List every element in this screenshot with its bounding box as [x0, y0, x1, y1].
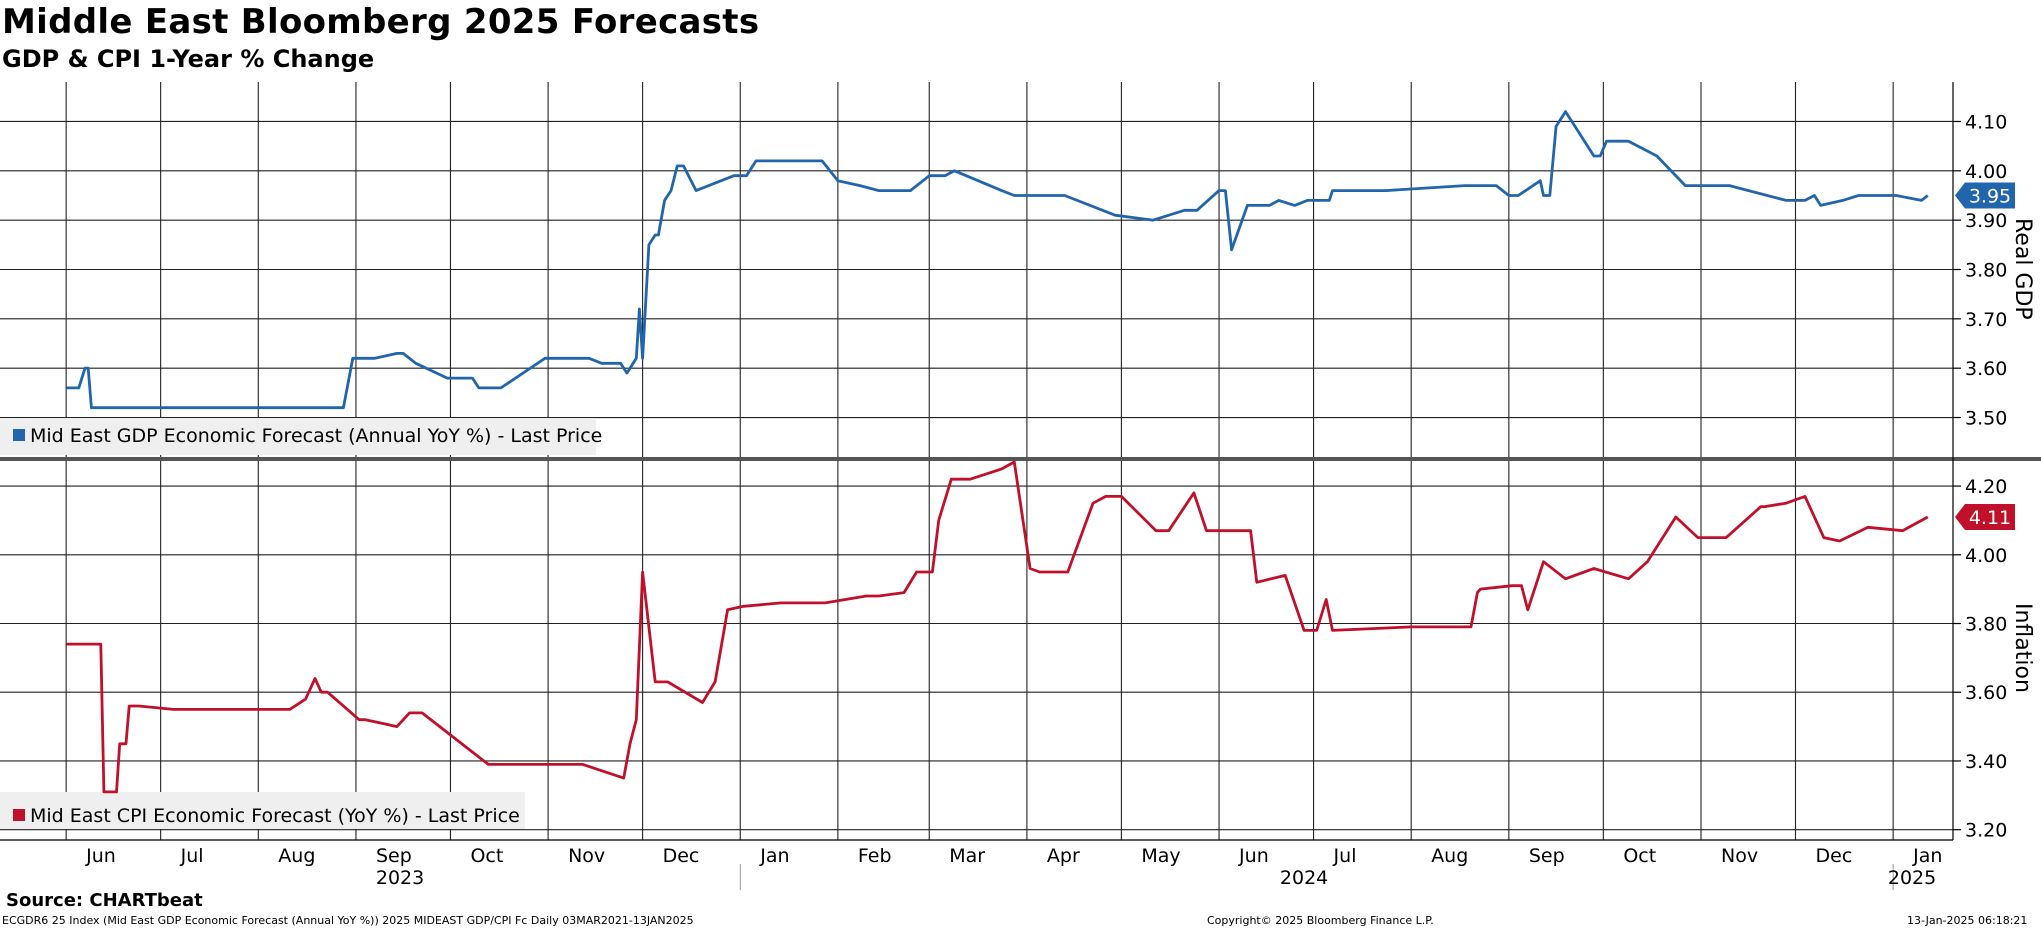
month-tick-label: Oct [1623, 845, 1656, 867]
cpi-axis-label: Inflation [2010, 603, 2035, 693]
cpi-tick-label: 4.20 [1965, 476, 2007, 498]
cpi-tick-label: 3.40 [1965, 751, 2007, 773]
month-tick-label: Jun [85, 845, 116, 867]
month-tick-label: Apr [1047, 845, 1080, 867]
cpi-legend: Mid East CPI Economic Forecast (YoY %) -… [0, 792, 525, 829]
month-tick-label: Nov [1721, 845, 1758, 867]
month-tick-label: May [1141, 845, 1180, 867]
cpi-panel-grid [0, 485, 1961, 831]
month-tick-label: Sep [376, 845, 412, 867]
year-tick-label: 2024 [1280, 867, 1328, 889]
timestamp: 13-Jan-2025 06:18:21 [1907, 914, 2028, 927]
chart-subtitle: GDP & CPI 1-Year % Change [2, 45, 375, 73]
month-tick-label: Aug [1431, 845, 1468, 867]
month-tick-label: Dec [663, 845, 700, 867]
cpi-series-line [66, 460, 1929, 794]
cpi-legend-swatch [13, 809, 25, 821]
month-tick-label: Oct [470, 845, 503, 867]
month-tick-label: Jan [1912, 845, 1942, 867]
month-tick-label: Sep [1529, 845, 1565, 867]
year-tick-label: 2025 [1888, 867, 1936, 889]
gdp-legend: Mid East GDP Economic Forecast (Annual Y… [0, 418, 602, 455]
gdp-tick-label: 3.50 [1965, 408, 2007, 430]
gdp-legend-label: Mid East GDP Economic Forecast (Annual Y… [30, 425, 602, 447]
gdp-series-line [66, 110, 1929, 410]
gdp-tick-label: 3.60 [1965, 358, 2007, 380]
gdp-axis-label: Real GDP [2010, 218, 2035, 320]
gdp-tick-label: 4.10 [1965, 111, 2007, 133]
gdp-legend-swatch [13, 429, 25, 441]
cpi-tick-label: 3.80 [1965, 614, 2007, 636]
gdp-last-value-text: 3.95 [1969, 185, 2011, 207]
year-tick-label: 2023 [376, 867, 424, 889]
gdp-tick-label: 4.00 [1965, 161, 2007, 183]
gdp-last-value-tag: 3.95 [1955, 182, 2015, 209]
cpi-tick-label: 4.00 [1965, 545, 2007, 567]
gdp-tick-label: 3.70 [1965, 309, 2007, 331]
month-tick-label: Jun [1238, 845, 1269, 867]
month-tick-label: Jul [1333, 845, 1357, 867]
ticker-metadata: ECGDR6 25 Index (Mid East GDP Economic F… [2, 914, 694, 927]
cpi-tick-label: 3.20 [1965, 820, 2007, 842]
month-tick-label: Jan [759, 845, 789, 867]
gdp-tick-label: 3.80 [1965, 260, 2007, 282]
copyright-note: Copyright© 2025 Bloomberg Finance L.P. [1207, 914, 1434, 927]
cpi-legend-label: Mid East CPI Economic Forecast (YoY %) -… [30, 805, 520, 827]
chart-title: Middle East Bloomberg 2025 Forecasts [2, 2, 760, 42]
month-tick-label: Nov [568, 845, 605, 867]
month-tick-label: Jul [180, 845, 204, 867]
month-tick-label: Feb [858, 845, 892, 867]
month-tick-label: Aug [278, 845, 315, 867]
month-tick-label: Dec [1816, 845, 1853, 867]
month-tick-label: Mar [949, 845, 985, 867]
gdp-panel-grid [0, 120, 1961, 419]
cpi-last-value-tag: 4.11 [1955, 503, 2015, 530]
cpi-tick-label: 3.60 [1965, 682, 2007, 704]
source-note: Source: CHARTbeat [6, 890, 203, 911]
cpi-last-value-text: 4.11 [1969, 507, 2011, 529]
gdp-tick-label: 3.90 [1965, 210, 2007, 232]
